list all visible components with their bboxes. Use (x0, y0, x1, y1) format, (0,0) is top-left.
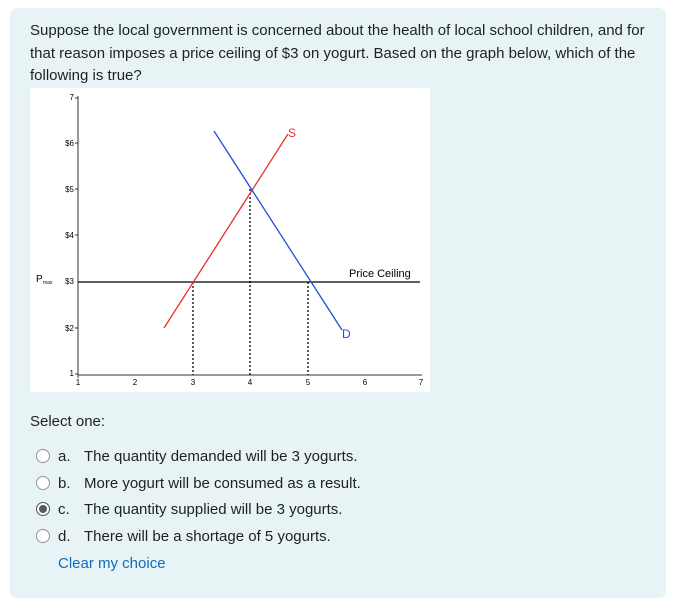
clear-choice-link[interactable]: Clear my choice (58, 555, 166, 572)
question-text: Suppose the local government is concerne… (30, 22, 645, 84)
y-tick-label: $2 (65, 324, 74, 333)
x-tick-label: 3 (191, 378, 196, 387)
option-text: More yogurt will be consumed as a result… (84, 474, 361, 492)
pmax-subscript: max (43, 280, 53, 286)
radio-d[interactable] (36, 529, 50, 543)
x-tick-label: 6 (363, 378, 368, 387)
pmax-label: P (36, 274, 43, 285)
supply-demand-graph: 7 $6 $5 $4 $3 $2 1 P max 1 2 3 4 5 6 7 P… (30, 88, 430, 392)
supply-curve (163, 133, 289, 329)
x-tick-label: 1 (76, 378, 81, 387)
radio-c[interactable] (36, 502, 50, 516)
x-tick-label: 7 (419, 378, 424, 387)
supply-label: S (288, 126, 296, 140)
y-tick-label: $6 (65, 139, 74, 148)
option-text: The quantity demanded will be 3 yogurts. (84, 447, 358, 465)
option-d[interactable]: d. There will be a shortage of 5 yogurts… (36, 524, 331, 548)
x-tick-label: 5 (306, 378, 311, 387)
option-text: The quantity supplied will be 3 yogurts. (84, 500, 343, 518)
x-tick-label: 2 (133, 378, 138, 387)
x-tick-label: 4 (248, 378, 253, 387)
radio-a[interactable] (36, 449, 50, 463)
option-letter: c. (58, 500, 70, 518)
y-bottom-label: 1 (70, 369, 75, 378)
option-c[interactable]: c. The quantity supplied will be 3 yogur… (36, 497, 342, 521)
demand-label: D (342, 327, 351, 341)
y-tick-label: $5 (65, 185, 74, 194)
option-letter: d. (58, 527, 71, 545)
option-b[interactable]: b. More yogurt will be consumed as a res… (36, 471, 361, 495)
y-tick-label: $4 (65, 231, 74, 240)
option-text: There will be a shortage of 5 yogurts. (84, 527, 331, 545)
demand-curve (213, 130, 343, 331)
y-tick-label: $3 (65, 277, 74, 286)
option-letter: a. (58, 447, 71, 465)
radio-b[interactable] (36, 476, 50, 490)
option-letter: b. (58, 474, 71, 492)
select-one-prompt: Select one: (30, 413, 106, 430)
option-a[interactable]: a. The quantity demanded will be 3 yogur… (36, 444, 358, 468)
y-top-label: 7 (70, 93, 75, 102)
graph-svg: 7 $6 $5 $4 $3 $2 1 P max 1 2 3 4 5 6 7 P… (36, 93, 424, 387)
price-ceiling-label: Price Ceiling (349, 268, 411, 280)
